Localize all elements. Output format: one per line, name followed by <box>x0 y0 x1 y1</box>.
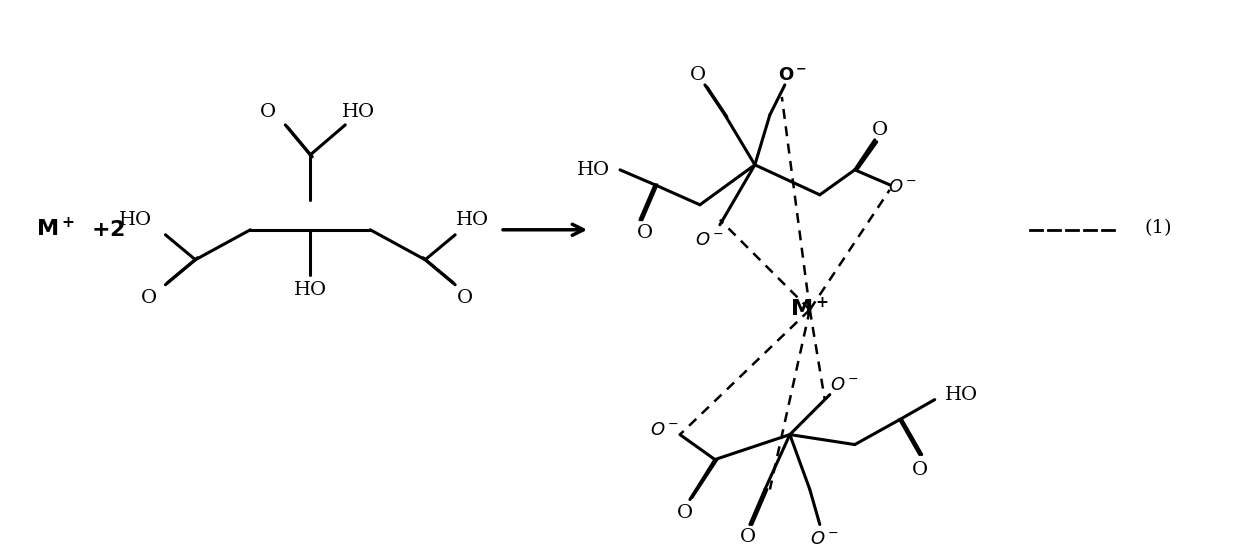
Text: $O^-$: $O^-$ <box>810 531 839 548</box>
Text: $\mathbf{M^+}$: $\mathbf{M^+}$ <box>36 218 74 241</box>
Text: HO: HO <box>294 280 327 299</box>
Text: O: O <box>740 528 756 547</box>
Text: $O^-$: $O^-$ <box>888 178 918 196</box>
Text: O: O <box>872 121 888 139</box>
Text: O: O <box>689 66 706 84</box>
Text: $\mathbf{M^+}$: $\mathbf{M^+}$ <box>790 298 830 321</box>
Text: $O^-$: $O^-$ <box>651 420 680 439</box>
Text: HO: HO <box>455 211 489 229</box>
Text: HO: HO <box>945 386 978 404</box>
Text: O: O <box>637 224 653 242</box>
Text: $O^-$: $O^-$ <box>831 376 859 393</box>
Text: O: O <box>458 289 474 307</box>
Text: O: O <box>911 461 928 479</box>
Text: HO: HO <box>119 211 153 229</box>
Text: O: O <box>140 289 156 307</box>
Text: (1): (1) <box>1145 219 1172 237</box>
Text: O: O <box>260 103 277 121</box>
Text: HO: HO <box>342 103 374 121</box>
Text: $\mathbf{O^-}$: $\mathbf{O^-}$ <box>779 66 807 84</box>
Text: $\mathbf{+2}$: $\mathbf{+2}$ <box>91 219 125 241</box>
Text: HO: HO <box>577 161 610 179</box>
Text: O: O <box>677 504 693 521</box>
Text: $O^-$: $O^-$ <box>696 231 724 249</box>
